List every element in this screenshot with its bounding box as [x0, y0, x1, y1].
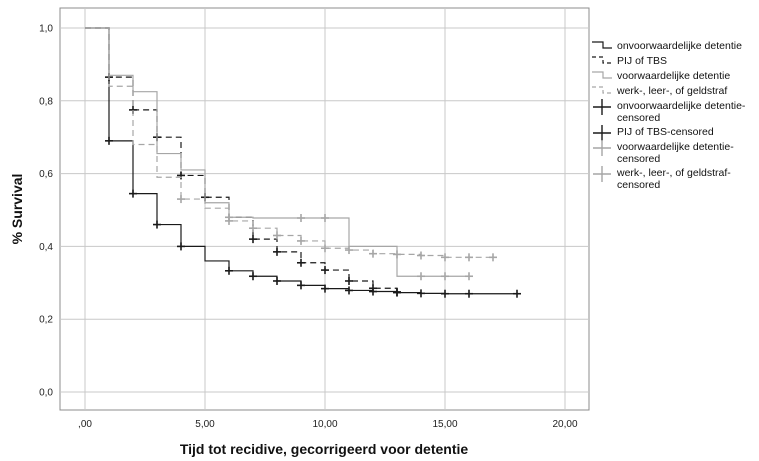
grid-lines: [60, 8, 589, 410]
censor-mark: [297, 214, 305, 223]
censor-mark: [441, 272, 449, 281]
censor-mark: [321, 214, 329, 223]
censor-mark: [273, 276, 281, 285]
censor-mark: [105, 136, 113, 145]
x-tick-label: 5,00: [195, 419, 215, 430]
legend-swatch: [592, 71, 612, 79]
censor-mark: [249, 235, 257, 244]
legend-item-2: PIJ of TBS: [592, 55, 667, 67]
legend-censored-item-3: voorwaardelijke detentie-censored: [593, 140, 734, 165]
censor-mark: [417, 272, 425, 281]
censor-mark: [177, 242, 185, 251]
censor-mark: [465, 272, 473, 281]
legend-label: onvoorwaardelijke detentie: [617, 40, 742, 52]
legend-label: PIJ of TBS: [617, 55, 667, 67]
censor-mark: [177, 171, 185, 180]
series-line: [85, 27, 469, 277]
legend-censored-item-2: PIJ of TBS-censored: [593, 125, 714, 141]
legend-item-1: onvoorwaardelijke detentie: [592, 40, 742, 52]
legend-label: PIJ of TBS-censored: [617, 126, 714, 138]
series-3: [85, 27, 473, 281]
censor-mark: [393, 250, 401, 259]
legend-label-line: PIJ of TBS: [617, 55, 667, 67]
legend-swatch: [592, 41, 612, 49]
censor-mark: [489, 253, 497, 262]
legend-swatch: [592, 86, 612, 94]
censor-mark: [321, 284, 329, 293]
censor-mark: [369, 249, 377, 258]
censor-mark: [249, 224, 257, 233]
legend-censored-item-1: onvoorwaardelijke detentie-censored: [593, 99, 746, 124]
censor-mark: [297, 281, 305, 290]
censor-mark: [345, 276, 353, 285]
legend: onvoorwaardelijke detentie PIJ of TBS voor…: [592, 40, 746, 191]
y-tick-label: 0,4: [39, 242, 53, 253]
legend-label: voorwaardelijke detentie-censored: [617, 141, 734, 165]
legend-label: voorwaardelijke detentie: [617, 70, 730, 82]
censor-mark: [273, 247, 281, 256]
legend-item-4: werk-, leer-, of geldstraf: [592, 85, 727, 97]
censor-mark: [273, 231, 281, 240]
censor-mark: [441, 289, 449, 298]
censor-mark: [465, 289, 473, 298]
legend-censored-item-4: werk-, leer-, of geldstraf-censored: [593, 166, 731, 191]
censor-mark: [321, 266, 329, 275]
legend-label-line: onvoorwaardelijke detentie: [617, 40, 742, 52]
censor-mark: [417, 251, 425, 260]
censor-mark: [441, 253, 449, 262]
x-tick-label: 10,00: [312, 419, 337, 430]
censor-mark: [513, 289, 521, 298]
legend-label-line: censored: [617, 179, 660, 191]
legend-label-line: werk-, leer-, of geldstraf: [616, 85, 727, 97]
censor-mark: [417, 289, 425, 298]
x-tick-label: 20,00: [552, 419, 577, 430]
series-layer: [85, 27, 521, 298]
legend-label-line: onvoorwaardelijke detentie-: [617, 100, 746, 112]
x-tick-label: 15,00: [432, 419, 457, 430]
censor-mark: [369, 284, 377, 293]
legend-label: werk-, leer-, of geldstraf: [616, 85, 727, 97]
tick-labels: ,00 5,00 10,00 15,00 20,00 0,0 0,2 0,4 0,6 0,8 1,0: [39, 24, 578, 431]
y-axis-title: % Survival: [9, 174, 25, 245]
x-tick-label: ,00: [78, 419, 92, 430]
censor-mark: [393, 287, 401, 296]
legend-label: werk-, leer-, of geldstraf-censored: [616, 167, 731, 191]
censor-mark: [297, 258, 305, 267]
legend-item-3: voorwaardelijke detentie: [592, 70, 730, 82]
legend-label-line: censored: [617, 153, 660, 165]
legend-label-line: PIJ of TBS-censored: [617, 126, 714, 138]
censor-mark: [297, 236, 305, 245]
censor-mark: [153, 220, 161, 229]
legend-swatch: [592, 56, 612, 64]
legend-label-line: censored: [617, 112, 660, 124]
censor-mark: [129, 189, 137, 198]
censor-mark: [225, 266, 233, 275]
series-4: [85, 27, 497, 262]
y-tick-label: 1,0: [39, 24, 53, 35]
censor-mark: [225, 216, 233, 225]
censor-mark: [177, 195, 185, 204]
y-tick-label: 0,2: [39, 315, 53, 326]
legend-label-line: voorwaardelijke detentie: [617, 70, 730, 82]
y-tick-label: 0,0: [39, 388, 53, 399]
y-tick-label: 0,6: [39, 169, 53, 180]
censor-mark: [465, 253, 473, 262]
censor-mark: [345, 286, 353, 295]
censor-mark: [321, 244, 329, 253]
legend-label-line: werk-, leer-, of geldstraf-: [616, 167, 731, 179]
legend-label-line: voorwaardelijke detentie-: [617, 141, 734, 153]
censor-mark: [345, 246, 353, 255]
legend-label: onvoorwaardelijke detentie-censored: [617, 100, 746, 124]
censor-mark: [249, 272, 257, 281]
x-axis-title: Tijd tot recidive, gecorrigeerd voor det…: [180, 441, 469, 457]
y-tick-label: 0,8: [39, 96, 53, 107]
